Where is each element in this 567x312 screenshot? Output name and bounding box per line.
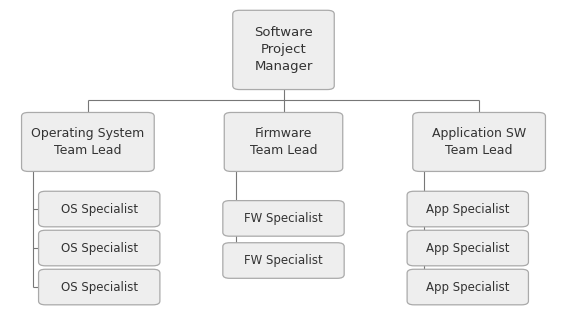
Text: Software
Project
Manager: Software Project Manager xyxy=(254,27,313,73)
Text: App Specialist: App Specialist xyxy=(426,202,510,216)
FancyBboxPatch shape xyxy=(413,113,545,172)
FancyBboxPatch shape xyxy=(39,269,160,305)
FancyBboxPatch shape xyxy=(39,230,160,266)
FancyBboxPatch shape xyxy=(407,230,528,266)
Text: OS Specialist: OS Specialist xyxy=(61,280,138,294)
Text: App Specialist: App Specialist xyxy=(426,241,510,255)
FancyBboxPatch shape xyxy=(22,113,154,172)
FancyBboxPatch shape xyxy=(232,10,334,90)
Text: App Specialist: App Specialist xyxy=(426,280,510,294)
Text: FW Specialist: FW Specialist xyxy=(244,212,323,225)
FancyBboxPatch shape xyxy=(223,243,344,278)
FancyBboxPatch shape xyxy=(224,113,342,172)
Text: Application SW
Team Lead: Application SW Team Lead xyxy=(432,127,526,157)
FancyBboxPatch shape xyxy=(407,269,528,305)
Text: FW Specialist: FW Specialist xyxy=(244,254,323,267)
FancyBboxPatch shape xyxy=(223,201,344,236)
Text: Operating System
Team Lead: Operating System Team Lead xyxy=(31,127,145,157)
FancyBboxPatch shape xyxy=(39,191,160,227)
FancyBboxPatch shape xyxy=(407,191,528,227)
Text: OS Specialist: OS Specialist xyxy=(61,202,138,216)
Text: Firmware
Team Lead: Firmware Team Lead xyxy=(249,127,318,157)
Text: OS Specialist: OS Specialist xyxy=(61,241,138,255)
